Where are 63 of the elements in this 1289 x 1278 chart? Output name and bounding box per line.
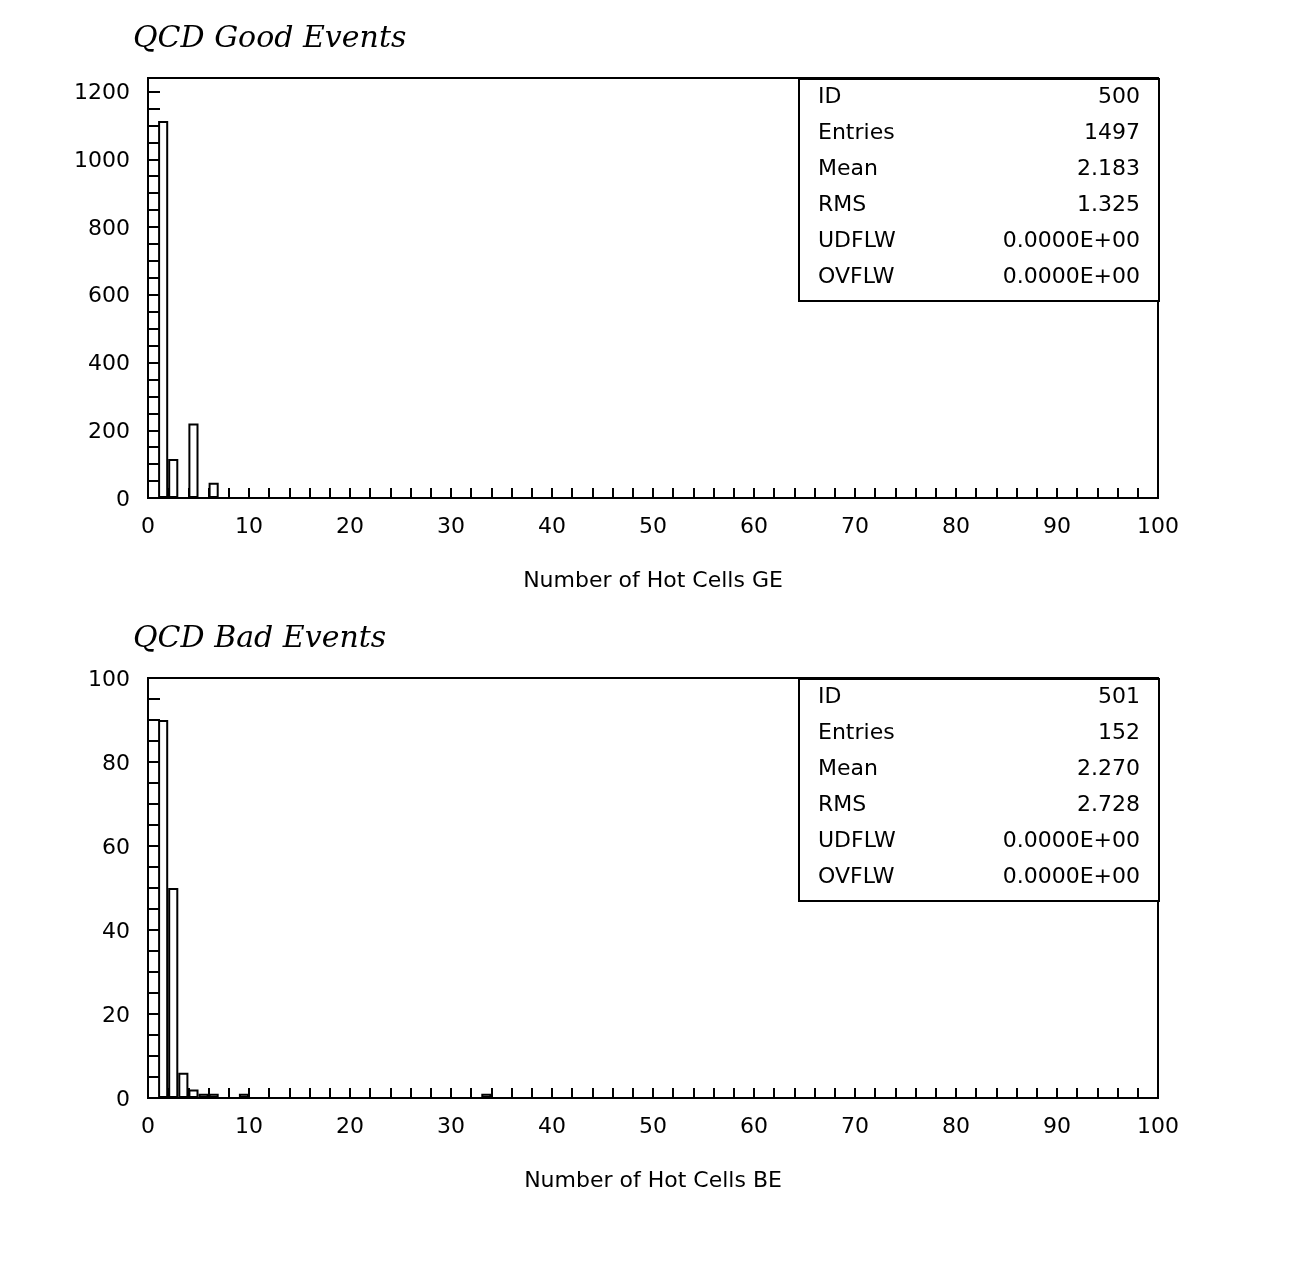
annotation: 152 bbox=[1098, 718, 1141, 744]
chart-title: QCD Good Events bbox=[133, 18, 407, 54]
x-tick-label: 60 bbox=[740, 1112, 768, 1138]
annotation: UDFLW bbox=[818, 226, 896, 252]
annotation: Mean bbox=[818, 154, 878, 180]
y-tick-label: 60 bbox=[102, 833, 130, 859]
annotation: UDFLW bbox=[818, 826, 896, 852]
y-tick-label: 800 bbox=[88, 214, 130, 240]
annotation: 2.728 bbox=[1077, 790, 1140, 816]
annotation: ID bbox=[818, 682, 842, 708]
annotation: 2.183 bbox=[1077, 154, 1140, 180]
x-tick-label: 80 bbox=[942, 512, 970, 538]
annotation: RMS bbox=[818, 790, 867, 816]
annotation: OVFLW bbox=[818, 862, 895, 888]
x-tick-label: 60 bbox=[740, 512, 768, 538]
x-tick-label: 40 bbox=[538, 512, 566, 538]
x-tick-label: 30 bbox=[437, 1112, 465, 1138]
annotation: Entries bbox=[818, 118, 895, 144]
y-tick-label: 20 bbox=[102, 1001, 130, 1027]
x-tick-label: 70 bbox=[841, 1112, 869, 1138]
chart-title: QCD Bad Events bbox=[133, 618, 387, 654]
x-tick-label: 40 bbox=[538, 1112, 566, 1138]
x-tick-label: 0 bbox=[141, 1112, 155, 1138]
x-tick-label: 90 bbox=[1043, 1112, 1071, 1138]
x-tick-label: 10 bbox=[235, 1112, 263, 1138]
annotation: 1497 bbox=[1084, 118, 1141, 144]
y-tick-label: 200 bbox=[88, 417, 130, 443]
y-tick-label: 600 bbox=[88, 282, 130, 308]
y-tick-label: 100 bbox=[88, 665, 130, 691]
y-tick-label: 80 bbox=[102, 749, 130, 775]
x-axis-title: Number of Hot Cells BE bbox=[524, 1166, 782, 1192]
annotation: 1.325 bbox=[1077, 190, 1140, 216]
annotation: 0.0000E+00 bbox=[1002, 226, 1141, 252]
x-axis-title: Number of Hot Cells GE bbox=[523, 566, 783, 592]
annotation: 500 bbox=[1098, 82, 1141, 108]
annotation: 0.0000E+00 bbox=[1002, 862, 1141, 888]
y-tick-label: 0 bbox=[116, 1085, 130, 1111]
x-tick-label: 70 bbox=[841, 512, 869, 538]
annotation: OVFLW bbox=[818, 262, 895, 288]
annotation: 0.0000E+00 bbox=[1002, 262, 1141, 288]
x-tick-label: 80 bbox=[942, 1112, 970, 1138]
x-tick-label: 20 bbox=[336, 512, 364, 538]
y-tick-label: 1200 bbox=[74, 79, 130, 105]
y-tick-label: 40 bbox=[102, 917, 130, 943]
annotation: 2.270 bbox=[1077, 754, 1140, 780]
annotation: ID bbox=[818, 82, 842, 108]
x-tick-label: 50 bbox=[639, 512, 667, 538]
x-tick-label: 100 bbox=[1137, 1112, 1179, 1138]
x-tick-label: 10 bbox=[235, 512, 263, 538]
x-tick-label: 20 bbox=[336, 1112, 364, 1138]
x-tick-label: 100 bbox=[1137, 512, 1179, 538]
x-tick-label: 90 bbox=[1043, 512, 1071, 538]
x-tick-label: 50 bbox=[639, 1112, 667, 1138]
annotation: Mean bbox=[818, 754, 878, 780]
y-tick-label: 1000 bbox=[74, 146, 130, 172]
annotation: Entries bbox=[818, 718, 895, 744]
x-tick-label: 0 bbox=[141, 512, 155, 538]
annotation: 0.0000E+00 bbox=[1002, 826, 1141, 852]
y-tick-label: 400 bbox=[88, 350, 130, 376]
annotation: RMS bbox=[818, 190, 867, 216]
x-tick-label: 30 bbox=[437, 512, 465, 538]
y-tick-label: 0 bbox=[116, 485, 130, 511]
annotation: 501 bbox=[1098, 682, 1141, 708]
